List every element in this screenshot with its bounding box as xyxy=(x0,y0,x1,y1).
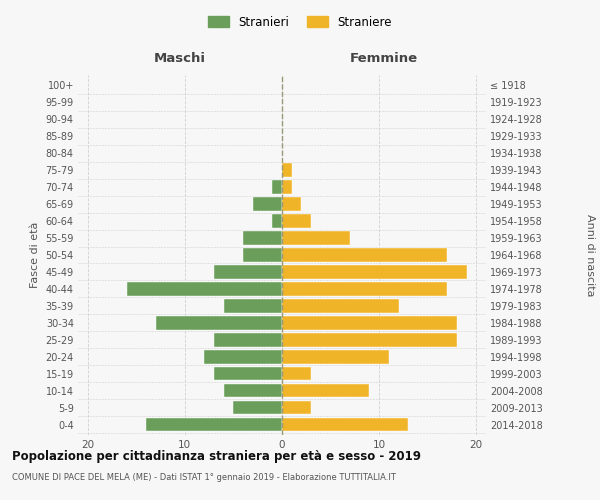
Bar xyxy=(282,367,311,380)
Bar xyxy=(272,180,282,194)
Bar xyxy=(282,334,457,346)
Bar xyxy=(156,316,282,330)
Bar xyxy=(282,300,398,312)
Bar xyxy=(282,164,292,176)
Bar xyxy=(282,384,370,398)
Bar xyxy=(243,232,282,244)
Legend: Stranieri, Straniere: Stranieri, Straniere xyxy=(203,11,397,34)
Bar xyxy=(233,401,282,414)
Bar xyxy=(282,401,311,414)
Bar xyxy=(282,214,311,228)
Bar xyxy=(282,198,301,210)
Bar xyxy=(282,248,447,262)
Text: Femmine: Femmine xyxy=(350,52,418,65)
Bar xyxy=(282,350,389,364)
Bar xyxy=(146,418,282,432)
Bar xyxy=(243,248,282,262)
Bar xyxy=(272,214,282,228)
Text: COMUNE DI PACE DEL MELA (ME) - Dati ISTAT 1° gennaio 2019 - Elaborazione TUTTITA: COMUNE DI PACE DEL MELA (ME) - Dati ISTA… xyxy=(12,472,396,482)
Text: Maschi: Maschi xyxy=(154,52,206,65)
Bar xyxy=(282,266,467,278)
Bar xyxy=(214,367,282,380)
Bar xyxy=(282,418,408,432)
Bar xyxy=(282,180,292,194)
Bar xyxy=(204,350,282,364)
Y-axis label: Fasce di età: Fasce di età xyxy=(30,222,40,288)
Bar xyxy=(282,282,447,296)
Bar xyxy=(282,232,350,244)
Bar xyxy=(253,198,282,210)
Text: Popolazione per cittadinanza straniera per età e sesso - 2019: Popolazione per cittadinanza straniera p… xyxy=(12,450,421,463)
Bar xyxy=(224,300,282,312)
Bar xyxy=(127,282,282,296)
Bar xyxy=(224,384,282,398)
Y-axis label: Anni di nascita: Anni di nascita xyxy=(584,214,595,296)
Bar xyxy=(282,316,457,330)
Bar xyxy=(214,266,282,278)
Bar xyxy=(214,334,282,346)
